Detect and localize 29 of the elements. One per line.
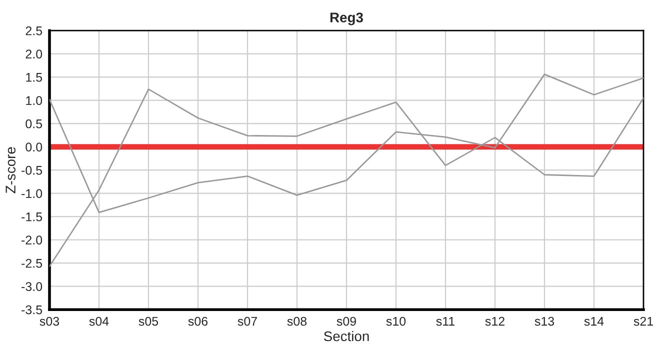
y-tick-label: -1.0 [22, 189, 42, 198]
x-tick-label: s21 [634, 316, 653, 326]
x-tick-label: s13 [534, 316, 554, 326]
y-tick-label: -1.5 [22, 212, 42, 222]
y-tick-label: -2.5 [22, 258, 42, 268]
y-tick-label: 1.0 [26, 96, 42, 105]
y-tick-label: 0.0 [26, 142, 42, 152]
x-tick-label: s04 [89, 316, 109, 326]
y-tick-label: 1.5 [26, 73, 42, 82]
y-tick-label: 2.0 [26, 50, 42, 58]
x-tick-label: s14 [584, 317, 604, 326]
x-tick-label: s11 [436, 317, 455, 326]
y-tick-label: -3.5 [22, 305, 42, 314]
x-tick-label: s09 [336, 316, 356, 326]
y-tick-label: 0.5 [26, 119, 42, 128]
x-tick-label: s10 [386, 316, 406, 326]
y-axis-title: Z-score [6, 147, 16, 194]
x-tick-label: s07 [238, 316, 257, 326]
y-tick-label: -3.0 [22, 282, 42, 291]
x-tick-label: s08 [287, 316, 307, 326]
x-tick-label: s06 [188, 316, 208, 326]
x-tick-label: s05 [138, 316, 158, 326]
y-tick-label: -2.0 [22, 236, 42, 244]
y-tick-label: -0.5 [22, 166, 42, 175]
y-tick-label: 2.5 [26, 26, 42, 36]
x-tick-label: s12 [485, 316, 504, 326]
x-tick-label: s03 [40, 316, 60, 326]
x-axis-title: Section [324, 330, 369, 342]
chart-title: Reg3 [330, 12, 363, 26]
